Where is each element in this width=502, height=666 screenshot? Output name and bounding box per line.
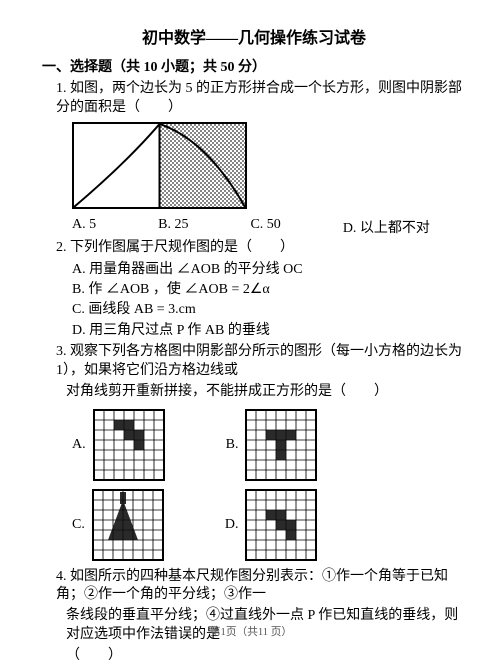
q3-grid-b [244, 408, 318, 482]
q1-stem: 1. 如图，两个边长为 5 的正方形拼合成一个长方形，则图中阴影部分的面积是（ … [56, 80, 466, 118]
q1-opt-b: B. 25 [158, 217, 188, 237]
q2-stem: 2. 下列作图属于尺规作图的是（ ） [56, 239, 466, 258]
q4-stem-l1: 4. 如图所示的四种基本尺规作图分别表示：①作一个角等于已知角；②作一个角的平分… [56, 568, 466, 606]
q1-opt-d: D. 以上都不对 [343, 217, 430, 237]
q3-row1: A. B. [72, 408, 466, 482]
q3-stem-l2: 对角线剪开重新拼接，不能拼成正方形的是（ ） [66, 383, 466, 402]
q3-grid-d [244, 488, 318, 562]
q3-label-a: A. [72, 437, 86, 453]
q2-opt-b: B. 作 ∠AOB ，使 ∠AOB = 2∠α [72, 280, 466, 300]
q4-stem-l3: （ ） [66, 647, 466, 666]
q3-grid-c [91, 488, 165, 562]
q1-figure [72, 122, 466, 215]
section-header: 一、选择题（共 10 小题；共 50 分） [42, 56, 466, 76]
q2-opt-d: D. 用三角尺过点 P 作 AB 的垂线 [72, 321, 466, 341]
q3-row2: C. D. [72, 488, 466, 562]
page-title: 初中数学——几何操作练习试卷 [42, 24, 466, 48]
q3-stem-l1: 3. 观察下列各方格图中阴影部分所示的图形（每一小方格的边长为 1），如果将它们… [56, 343, 466, 381]
q3-label-c: C. [72, 517, 85, 533]
q1-options: A. 5 B. 25 C. 50 D. 以上都不对 [72, 217, 466, 237]
q1-opt-a: A. 5 [72, 217, 96, 237]
q2-opt-c: C. 画线段 AB = 3.cm [72, 300, 466, 320]
q1-opt-c: C. 50 [250, 217, 280, 237]
q2-opt-a: A. 用量角器画出 ∠AOB 的平分线 OC [72, 260, 466, 280]
q3-grid-a [92, 408, 166, 482]
q3-label-d: D. [225, 517, 239, 533]
page-footer: 第1页（共11 页） [0, 624, 502, 639]
q3-label-b: B. [226, 437, 239, 453]
